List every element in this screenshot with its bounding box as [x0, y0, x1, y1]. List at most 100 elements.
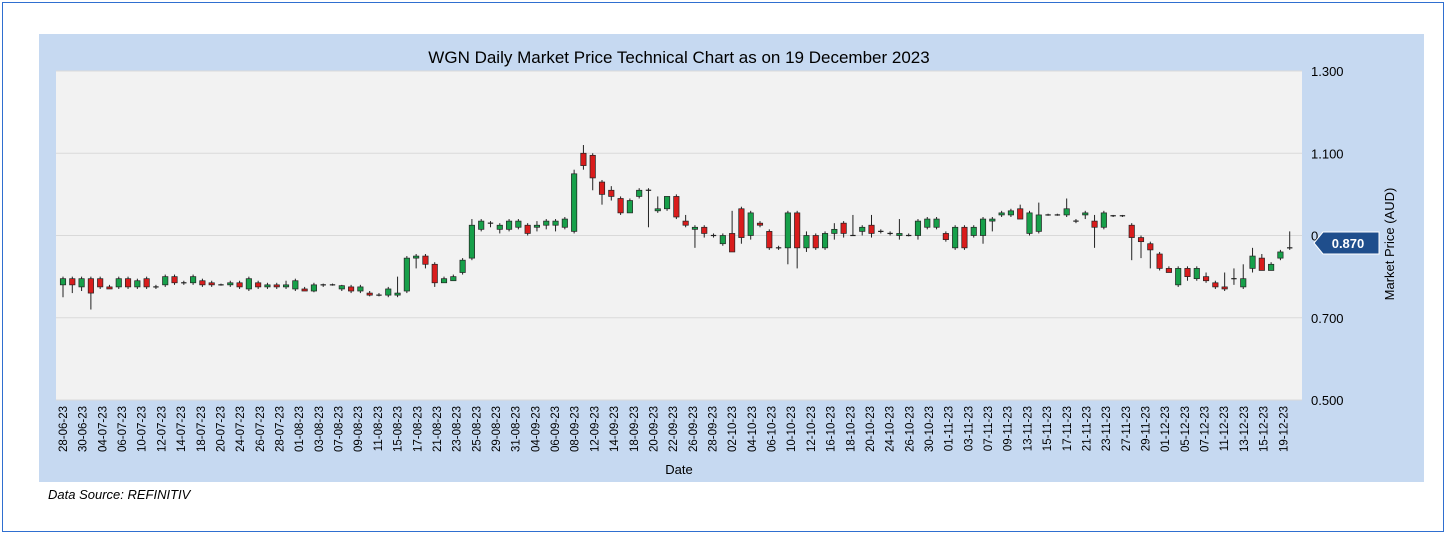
candle-body [989, 218, 996, 222]
candle-body [580, 152, 587, 166]
x-tick-label: 18-07-23 [196, 406, 208, 452]
candle-body [598, 181, 606, 195]
candle-body [1091, 220, 1098, 228]
candle-body [1007, 210, 1014, 216]
candle-body [1258, 257, 1265, 271]
candle-body [803, 235, 810, 249]
candle-body [822, 233, 829, 249]
candle-body [431, 263, 438, 284]
candle-body [1268, 263, 1275, 271]
x-tick-label: 28-06-23 [58, 406, 70, 452]
x-tick-label: 06-07-23 [117, 406, 129, 452]
candle-body [1203, 276, 1210, 282]
y-axis-label: Market Price (AUD) [1382, 188, 1397, 301]
candle-body [1017, 208, 1024, 220]
candle-body [961, 226, 968, 249]
candle-body [134, 280, 141, 288]
candle-body [794, 212, 801, 249]
y-tick-label: 0.700 [1311, 311, 1344, 326]
x-tick-label: 31-08-23 [511, 406, 523, 452]
candle-body [413, 255, 420, 259]
candle-body [784, 212, 791, 249]
candle-body [87, 278, 94, 294]
candle-body [933, 218, 940, 228]
candle-body [115, 278, 122, 288]
candle-body [143, 278, 150, 288]
candle-body [1240, 278, 1247, 288]
x-tick-label: 21-08-23 [432, 406, 444, 452]
candle-body [1212, 282, 1219, 288]
x-tick-label: 24-07-23 [235, 406, 247, 452]
candle-body [468, 224, 475, 259]
x-tick-label: 20-09-23 [648, 406, 660, 452]
x-tick-label: 01-11-23 [944, 406, 956, 451]
x-tick-label: 01-12-23 [1160, 406, 1172, 452]
candle-body [924, 218, 931, 228]
candle-body [682, 220, 689, 226]
candle-body [227, 282, 234, 286]
candle-body [859, 226, 866, 232]
candle-body [636, 189, 643, 197]
candle-body [69, 278, 76, 286]
x-tick-label: 11-12-23 [1219, 406, 1231, 451]
x-tick-label: 17-11-23 [1062, 406, 1074, 451]
data-source-note: Data Source: REFINITIV [48, 487, 191, 502]
candle-body [199, 280, 206, 286]
x-axis-label: Date [665, 462, 692, 477]
x-tick-label: 06-09-23 [550, 406, 562, 452]
x-tick-label: 30-10-23 [924, 406, 936, 452]
candle-body [236, 282, 243, 288]
candle-body [533, 224, 540, 228]
x-tick-label: 03-08-23 [314, 406, 326, 452]
candle-body [282, 284, 290, 288]
candle-body [1100, 212, 1107, 228]
candle-body [1035, 214, 1042, 232]
candle-body [812, 235, 819, 249]
candles [59, 145, 1293, 310]
candle-body [552, 220, 559, 226]
x-tick-label: 12-10-23 [806, 406, 818, 452]
x-tick-label: 14-09-23 [609, 406, 621, 452]
candle-body [125, 278, 132, 288]
candle-body [440, 278, 448, 284]
candle-body [561, 218, 568, 228]
x-tick-label: 29-11-23 [1140, 406, 1152, 451]
candle-body [896, 233, 903, 236]
chart-title: WGN Daily Market Price Technical Chart a… [428, 48, 929, 67]
candle-body [831, 228, 838, 234]
x-tick-label: 12-07-23 [156, 406, 168, 452]
x-tick-label: 15-12-23 [1259, 406, 1271, 452]
candle-body [840, 222, 847, 234]
last-price-callout: 0.870 [1313, 231, 1380, 255]
x-tick-label: 07-12-23 [1200, 406, 1212, 452]
candle-body [478, 220, 485, 230]
x-tick-label: 18-10-23 [845, 406, 857, 452]
x-tick-label: 05-12-23 [1180, 406, 1192, 452]
x-tick-label: 25-08-23 [471, 406, 483, 452]
candle-body [162, 276, 169, 286]
candle-body [914, 220, 922, 236]
candle-body [617, 198, 624, 214]
candle-body [264, 284, 271, 288]
candle-body [394, 292, 401, 296]
candle-body [589, 154, 596, 179]
candle-body [310, 284, 317, 292]
x-tick-label: 13-11-23 [1022, 406, 1034, 451]
candle-body [106, 286, 113, 290]
x-tick-label: 07-08-23 [334, 406, 346, 452]
candle-body [673, 196, 680, 218]
x-tick-label: 12-09-23 [589, 406, 601, 452]
x-tick-label: 26-09-23 [688, 406, 700, 452]
x-tick-label: 03-11-23 [963, 406, 975, 451]
y-tick-label: 1.300 [1311, 64, 1344, 79]
candle-body [942, 233, 949, 240]
candle-body [301, 288, 308, 292]
candle-body [496, 224, 503, 230]
candle-body [506, 220, 513, 230]
x-tick-label: 15-08-23 [393, 406, 405, 452]
candle-body [626, 200, 633, 214]
x-tick-label: 30-06-23 [78, 406, 90, 452]
candle-body [691, 226, 698, 230]
